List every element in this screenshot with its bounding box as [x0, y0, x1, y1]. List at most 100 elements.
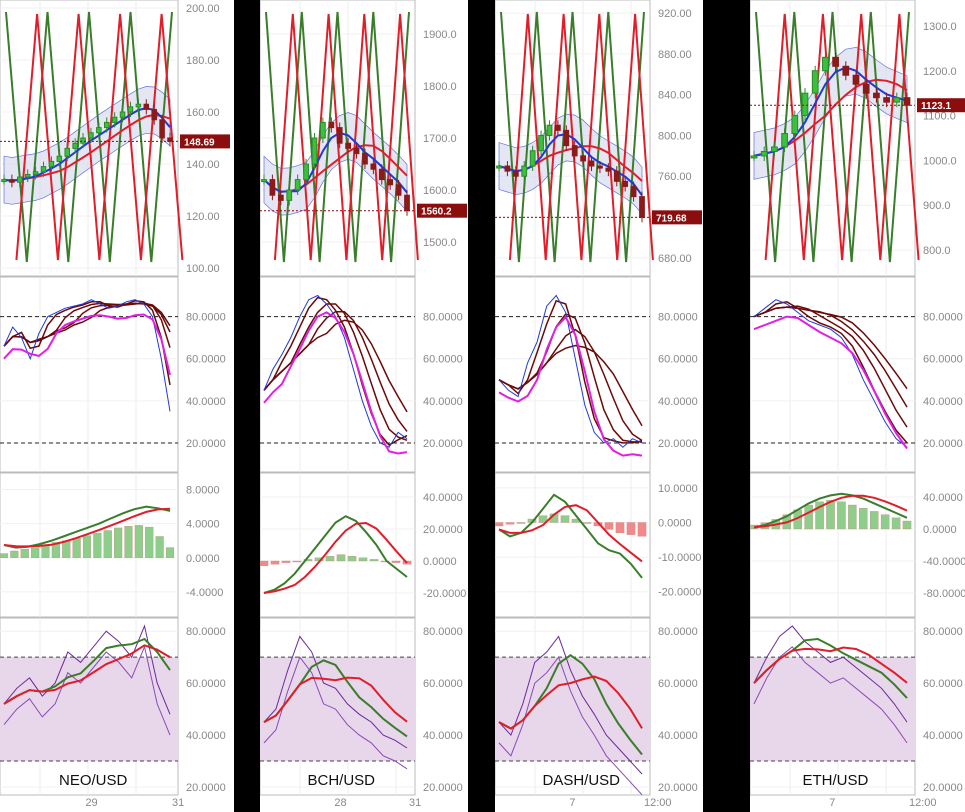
candle [554, 124, 561, 131]
stoch-line [3, 300, 171, 386]
macd-histogram-bar [51, 542, 60, 558]
candle [151, 108, 157, 121]
y-tick-label: 760.00 [658, 171, 692, 183]
x-tick-label: 7 [569, 797, 575, 809]
candle [504, 165, 511, 172]
macd-histogram-bar [626, 522, 636, 535]
chart-column-eth-usd[interactable]: 800.0 900.0 1000.0 1100.0 1200.0 1300.0 20.000… [750, 0, 965, 812]
candle [311, 137, 318, 165]
y-tick-label: 20.0000 [186, 782, 226, 794]
macd-histogram-bar [815, 501, 824, 530]
macd-histogram-bar [155, 536, 164, 558]
candle [353, 147, 360, 155]
chart-column-bch-usd[interactable]: 1500.0 1600.0 1700.0 1800.0 1900.0 20.0000 40.… [260, 0, 468, 812]
macd-histogram-bar [281, 560, 291, 563]
macd-signal-line [498, 504, 643, 563]
macd-histogram-bar [538, 515, 548, 523]
rsi-line-2 [753, 646, 908, 744]
rsi-ma-slow [3, 644, 171, 705]
last-price-badge [180, 134, 230, 149]
y-tick-label: 60.0000 [658, 678, 698, 690]
chart-svg: 100.00 120.00 140.00 160.00 180.00 200.00 20.0… [0, 0, 230, 809]
chart-svg: 680.00720.00760.00800.00840.00880.00920.… [495, 0, 702, 809]
rsi-ma-slow [753, 646, 908, 684]
chart-column-neo-usd[interactable]: 100.00 120.00 140.00 160.00 180.00 200.00 20.0… [0, 0, 234, 812]
macd-histogram-bar [560, 515, 570, 523]
candle [387, 179, 394, 186]
last-price-badge [417, 203, 467, 218]
macd-histogram-bar [145, 526, 154, 558]
candle [277, 194, 284, 201]
macd-histogram-bar [604, 522, 614, 530]
y-tick-label: 200.00 [186, 3, 220, 15]
macd-histogram-bar [10, 550, 19, 558]
candle [261, 179, 267, 183]
y-tick-label: 20.0000 [423, 524, 463, 536]
candle [873, 92, 880, 99]
candle [64, 147, 71, 157]
y-tick-label: 140.00 [186, 159, 220, 171]
x-tick-label: 12:00 [909, 797, 937, 809]
macd-histogram-bar [804, 504, 813, 530]
y-tick-label: -20.0000 [423, 588, 466, 600]
candle [781, 133, 788, 148]
candle [362, 153, 368, 165]
macd-histogram-bar [358, 557, 368, 562]
macd-histogram-bar [837, 501, 846, 530]
candle [571, 145, 578, 157]
macd-histogram-bar [869, 511, 879, 530]
candle [88, 132, 94, 139]
chart-column-dash-usd[interactable]: 680.00720.00760.00800.00840.00880.00920.… [495, 0, 703, 812]
pair-label: NEO/USD [59, 772, 128, 789]
y-tick-label: 60.0000 [186, 354, 226, 366]
candle [760, 150, 768, 157]
macd-panel: -20.0000 0.0000 20.0000 40.0000 [260, 472, 466, 618]
stoch-k-line [498, 294, 643, 448]
candle [9, 179, 15, 183]
macd-histogram-bar [270, 560, 280, 565]
y-tick-label: 8.0000 [186, 485, 220, 497]
oscillator-line [508, 13, 654, 261]
y-tick-label: 840.00 [658, 90, 692, 102]
y-tick-label: 160.00 [186, 107, 220, 119]
rsi-line-2 [498, 656, 643, 796]
oscillator-line [755, 11, 910, 263]
macd-histogram-bar [134, 525, 143, 558]
macd-histogram-bar [103, 530, 112, 558]
macd-histogram-bar [93, 532, 102, 558]
y-tick-label: 40.0000 [186, 396, 226, 408]
candle [605, 167, 612, 172]
candle [111, 116, 118, 123]
stoch-d-line [263, 311, 408, 455]
candle [496, 165, 502, 169]
y-tick-label: 20.0000 [658, 782, 698, 794]
last-price-badge [917, 98, 965, 113]
rsi-ma-slow [263, 676, 408, 723]
candle [622, 180, 629, 187]
rsi-band [750, 657, 915, 762]
macd-line [753, 492, 908, 529]
candle [48, 160, 55, 168]
y-tick-label: 1800.0 [423, 81, 457, 93]
rsi-line [3, 624, 171, 715]
macd-histogram-bar [859, 508, 868, 530]
macd-histogram-bar [336, 554, 346, 562]
y-tick-label: 60.0000 [658, 354, 698, 366]
macd-histogram-bar [0, 553, 9, 558]
y-tick-label: 100.00 [186, 263, 220, 275]
pair-label: DASH/USD [543, 772, 621, 789]
y-tick-label: 0.0000 [423, 556, 457, 568]
candle [336, 127, 343, 144]
y-tick-label: 800.00 [658, 130, 692, 142]
y-tick-label: 680.00 [658, 253, 692, 265]
stochastic-panel: 20.0000 40.0000 60.0000 80.0000 [495, 276, 698, 473]
macd-histogram-bar [505, 522, 515, 525]
macd-histogram-bar [615, 522, 625, 534]
candle [597, 165, 603, 169]
last-price-text: 719.68 [656, 213, 687, 224]
stoch-line [498, 344, 643, 427]
macd-line [498, 493, 643, 579]
candle [159, 119, 165, 139]
panel-frame [495, 276, 651, 473]
macd-histogram-bar [114, 527, 123, 558]
